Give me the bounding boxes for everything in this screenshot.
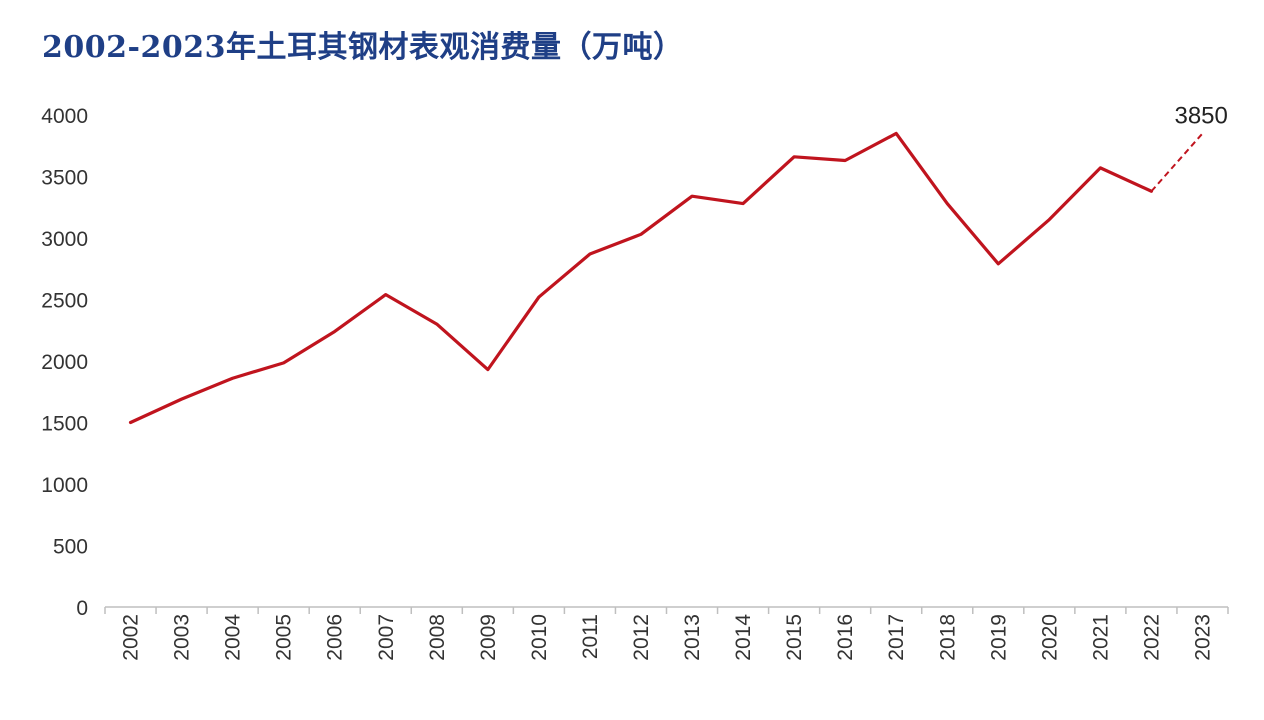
x-tick-label: 2002	[120, 614, 143, 661]
x-tick-label: 2004	[222, 614, 245, 661]
y-tick-label: 2500	[41, 290, 88, 313]
data-label: 3850	[1174, 102, 1227, 129]
y-tick-label: 4000	[41, 105, 88, 128]
x-tick-label: 2016	[834, 614, 857, 661]
y-tick-label: 500	[53, 536, 88, 559]
y-tick-label: 3500	[41, 167, 88, 190]
x-tick-label: 2020	[1038, 614, 1061, 661]
x-tick-label: 2015	[783, 614, 806, 661]
x-tick-label: 2023	[1191, 614, 1214, 661]
x-axis-labels: 2002 2003 2004 2005 2006 2007 2008 2009 2010 2011…	[120, 614, 1215, 661]
annotations: 3850	[1174, 102, 1227, 129]
series-line-solid	[128, 131, 1154, 425]
x-tick-label: 2018	[936, 614, 959, 661]
y-tick-label: 1500	[41, 413, 88, 436]
x-tick-label: 2017	[885, 614, 908, 661]
x-axis	[104, 606, 1229, 614]
x-tick-label: 2007	[375, 614, 398, 661]
x-tick-label: 2014	[732, 614, 755, 661]
x-tick-label: 2006	[324, 614, 347, 661]
x-tick-label: 2009	[477, 614, 500, 661]
x-tick-label: 2019	[987, 614, 1010, 661]
series-line-forecast	[1150, 132, 1204, 192]
y-axis-labels: 0 500 1000 1500 2000 2500 3000 3500 4000	[41, 105, 88, 620]
y-tick-label: 1000	[41, 474, 88, 497]
x-tick-label: 2005	[273, 614, 296, 661]
y-tick-label: 0	[76, 597, 88, 620]
x-tick-label: 2013	[681, 614, 704, 661]
y-tick-label: 3000	[41, 228, 88, 251]
x-tick-label: 2021	[1089, 614, 1112, 661]
x-tick-label: 2008	[426, 614, 449, 661]
series-lines	[128, 131, 1204, 425]
chart-title: 2002-2023年土耳其钢材表观消费量（万吨）	[42, 30, 684, 65]
x-tick-label: 2003	[171, 614, 194, 661]
x-tick-label: 2010	[528, 614, 551, 661]
x-tick-label: 2022	[1140, 614, 1163, 661]
x-tick-label: 2012	[630, 614, 653, 661]
x-tick-label: 2011	[579, 614, 602, 659]
y-tick-label: 2000	[41, 351, 88, 374]
